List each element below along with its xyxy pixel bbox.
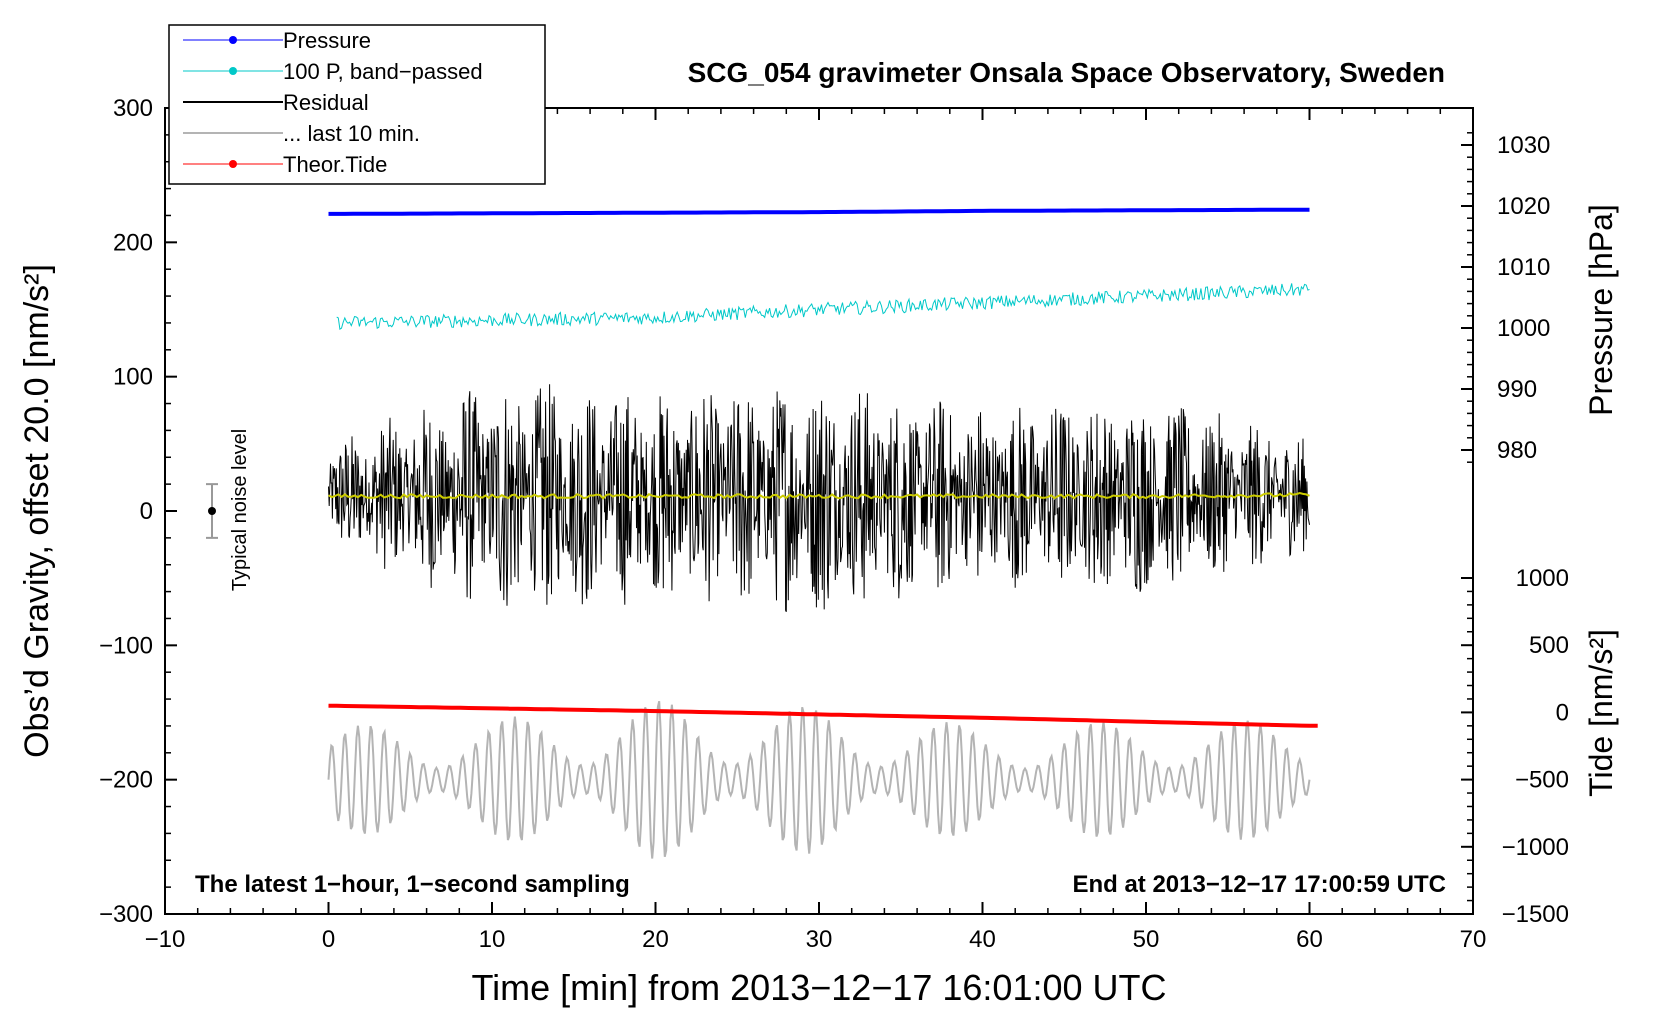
pressure-tick-label: 1000 [1497, 315, 1550, 342]
annotation-end-time: End at 2013−12−17 17:00:59 UTC [1072, 871, 1446, 898]
x-tick-label: 0 [322, 926, 335, 953]
x-tick-label: 50 [1133, 926, 1160, 953]
tide-tick-label: −500 [1515, 767, 1569, 794]
series-layer [327, 207, 1318, 859]
pressure-tick-label: 1020 [1497, 193, 1550, 220]
legend-marker [229, 160, 237, 168]
noise-level-label: Typical noise level [229, 429, 251, 591]
y-axis-left-title: Obs’d Gravity, offset 20.0 [nm/s²] [18, 264, 56, 758]
legend-marker [229, 36, 237, 44]
x-axis-title: Time [min] from 2013−12−17 16:01:00 UTC [471, 967, 1166, 1008]
series-pressure-band-passed [336, 283, 1310, 331]
pressure-tick-label: 990 [1497, 376, 1537, 403]
x-tick-label: 30 [806, 926, 833, 953]
y-left-tick-label: 200 [113, 229, 153, 256]
y-axis-pressure: 1030 1020 1010 1000 990 980 [1461, 132, 1550, 464]
series-theoretical-tide [328, 703, 1318, 728]
y-axis-pressure-title: Pressure [hPa] [1583, 204, 1619, 416]
tide-tick-label: 1000 [1516, 565, 1569, 592]
y-axis-tide: 1000 500 0 −500 −1000 −1500 [1461, 565, 1569, 928]
pressure-tick-label: 1010 [1497, 254, 1550, 281]
legend-box [168, 24, 546, 185]
x-tick-label: −10 [145, 926, 186, 953]
y-left-tick-label: 0 [140, 498, 153, 525]
y-left-tick-label: −100 [99, 632, 153, 659]
series-residual [328, 384, 1310, 613]
tide-tick-label: −1000 [1502, 834, 1569, 861]
chart-title: SCG_054 gravimeter Onsala Space Observat… [688, 57, 1445, 88]
legend-marker [229, 67, 237, 75]
legend-label: Theor.Tide [283, 152, 387, 177]
tide-tick-label: 500 [1529, 632, 1569, 659]
legend: Pressure 100 P, band−passed Residual ... la… [168, 24, 546, 185]
series-last-10-min [327, 700, 1311, 859]
legend-label: Pressure [283, 28, 371, 53]
pressure-tick-label: 1030 [1497, 132, 1550, 159]
y-left-tick-label: −300 [99, 901, 153, 928]
x-tick-label: 40 [969, 926, 996, 953]
legend-label: Residual [283, 90, 369, 115]
tide-tick-label: −1500 [1502, 901, 1569, 928]
x-tick-label: 20 [642, 926, 669, 953]
series-residual-smoothed [328, 491, 1310, 500]
y-left-tick-label: −200 [99, 767, 153, 794]
tide-tick-label: 0 [1556, 699, 1569, 726]
legend-label: ... last 10 min. [283, 121, 420, 146]
annotation-sampling: The latest 1−hour, 1−second sampling [195, 871, 630, 898]
noise-level-marker: Typical noise level [206, 429, 251, 591]
pressure-tick-label: 980 [1497, 437, 1537, 464]
x-tick-label: 70 [1460, 926, 1487, 953]
y-left-tick-label: 300 [113, 95, 153, 122]
legend-label: 100 P, band−passed [283, 59, 483, 84]
y-axis-left: 300 200 100 0 −100 −200 −300 [99, 95, 177, 928]
x-tick-label: 10 [479, 926, 506, 953]
x-tick-label: 60 [1296, 926, 1323, 953]
y-left-tick-label: 100 [113, 364, 153, 391]
series-pressure [328, 207, 1310, 216]
y-axis-tide-title: Tide [nm/s²] [1583, 629, 1619, 797]
